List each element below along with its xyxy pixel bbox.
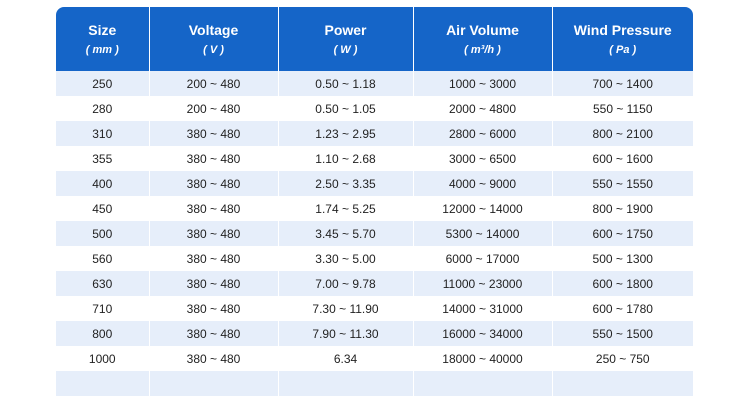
table-row: 630 380 ~ 480 7.00 ~ 9.78 11000 ~ 23000 600 … (56, 271, 693, 296)
power-cell: 0.50 ~ 1.05 (278, 96, 414, 121)
power-cell: 0.50 ~ 1.18 (278, 71, 414, 96)
voltage-cell: 380 ~ 480 (149, 221, 279, 246)
air-volume-cell: 5300 ~ 14000 (413, 221, 553, 246)
voltage-cell: 380 ~ 480 (149, 271, 279, 296)
header-title: Size (88, 22, 117, 38)
table-row: 280 200 ~ 480 0.50 ~ 1.05 2000 ~ 4800 550 ~ … (56, 96, 693, 121)
wind-pressure-cell: 700 ~ 1400 (552, 71, 693, 96)
table-row: 560 380 ~ 480 3.30 ~ 5.00 6000 ~ 17000 500 ~… (56, 246, 693, 271)
power-cell: 1.74 ~ 5.25 (278, 196, 414, 221)
voltage-cell: 380 ~ 480 (149, 346, 279, 371)
table-row: 310 380 ~ 480 1.23 ~ 2.95 2800 ~ 6000 800 ~ … (56, 121, 693, 146)
header-size: Size ( mm ) (56, 7, 150, 71)
size-cell: 500 (56, 221, 150, 246)
table-row-empty (56, 371, 693, 396)
empty-cell (278, 371, 414, 396)
header-row: Size ( mm ) Voltage ( V ) Power ( W ) Ai… (56, 7, 693, 71)
air-volume-cell: 16000 ~ 34000 (413, 321, 553, 346)
header-wind-pressure: Wind Pressure ( Pa ) (552, 7, 693, 71)
voltage-cell: 380 ~ 480 (149, 246, 279, 271)
spec-table: Size ( mm ) Voltage ( V ) Power ( W ) Ai… (56, 7, 693, 396)
header-voltage: Voltage ( V ) (149, 7, 279, 71)
power-cell: 2.50 ~ 3.35 (278, 171, 414, 196)
voltage-cell: 380 ~ 480 (149, 171, 279, 196)
voltage-cell: 380 ~ 480 (149, 296, 279, 321)
size-cell: 250 (56, 71, 150, 96)
header-unit: ( mm ) (85, 44, 119, 56)
header-unit: ( Pa ) (609, 44, 637, 56)
header-power: Power ( W ) (278, 7, 414, 71)
wind-pressure-cell: 600 ~ 1750 (552, 221, 693, 246)
table-header: Size ( mm ) Voltage ( V ) Power ( W ) Ai… (56, 7, 693, 71)
wind-pressure-cell: 800 ~ 2100 (552, 121, 693, 146)
header-unit: ( W ) (333, 44, 358, 56)
size-cell: 800 (56, 321, 150, 346)
wind-pressure-cell: 600 ~ 1800 (552, 271, 693, 296)
power-cell: 6.34 (278, 346, 414, 371)
table-row: 1000 380 ~ 480 6.34 18000 ~ 40000 250 ~ 750 (56, 346, 693, 371)
air-volume-cell: 18000 ~ 40000 (413, 346, 553, 371)
voltage-cell: 380 ~ 480 (149, 321, 279, 346)
table-row: 500 380 ~ 480 3.45 ~ 5.70 5300 ~ 14000 600 ~… (56, 221, 693, 246)
wind-pressure-cell: 600 ~ 1780 (552, 296, 693, 321)
wind-pressure-cell: 800 ~ 1900 (552, 196, 693, 221)
size-cell: 310 (56, 121, 150, 146)
size-cell: 1000 (56, 346, 150, 371)
air-volume-cell: 12000 ~ 14000 (413, 196, 553, 221)
air-volume-cell: 3000 ~ 6500 (413, 146, 553, 171)
size-cell: 450 (56, 196, 150, 221)
size-cell: 630 (56, 271, 150, 296)
empty-cell (56, 371, 150, 396)
size-cell: 400 (56, 171, 150, 196)
table-row: 450 380 ~ 480 1.74 ~ 5.25 12000 ~ 14000 800 … (56, 196, 693, 221)
header-title: Air Volume (446, 22, 519, 38)
voltage-cell: 380 ~ 480 (149, 146, 279, 171)
table-row: 400 380 ~ 480 2.50 ~ 3.35 4000 ~ 9000 550 ~ … (56, 171, 693, 196)
table-row: 800 380 ~ 480 7.90 ~ 11.30 16000 ~ 34000 550… (56, 321, 693, 346)
power-cell: 1.23 ~ 2.95 (278, 121, 414, 146)
air-volume-cell: 6000 ~ 17000 (413, 246, 553, 271)
table-body: 250 200 ~ 480 0.50 ~ 1.18 1000 ~ 3000 700 ~ … (56, 71, 693, 396)
table-row: 250 200 ~ 480 0.50 ~ 1.18 1000 ~ 3000 700 ~ … (56, 71, 693, 96)
air-volume-cell: 1000 ~ 3000 (413, 71, 553, 96)
voltage-cell: 380 ~ 480 (149, 121, 279, 146)
header-title: Wind Pressure (573, 22, 672, 38)
wind-pressure-cell: 250 ~ 750 (552, 346, 693, 371)
header-unit: ( m³/h ) (464, 44, 501, 56)
power-cell: 3.30 ~ 5.00 (278, 246, 414, 271)
air-volume-cell: 2800 ~ 6000 (413, 121, 553, 146)
voltage-cell: 380 ~ 480 (149, 196, 279, 221)
voltage-cell: 200 ~ 480 (149, 96, 279, 121)
spec-table-container: Size ( mm ) Voltage ( V ) Power ( W ) Ai… (56, 7, 693, 396)
size-cell: 280 (56, 96, 150, 121)
air-volume-cell: 11000 ~ 23000 (413, 271, 553, 296)
table-row: 355 380 ~ 480 1.10 ~ 2.68 3000 ~ 6500 600 ~ … (56, 146, 693, 171)
voltage-cell: 200 ~ 480 (149, 71, 279, 96)
header-title: Voltage (188, 22, 239, 38)
power-cell: 7.30 ~ 11.90 (278, 296, 414, 321)
wind-pressure-cell: 550 ~ 1500 (552, 321, 693, 346)
power-cell: 7.00 ~ 9.78 (278, 271, 414, 296)
table-row: 710 380 ~ 480 7.30 ~ 11.90 14000 ~ 31000 600… (56, 296, 693, 321)
header-air-volume: Air Volume ( m³/h ) (413, 7, 553, 71)
air-volume-cell: 4000 ~ 9000 (413, 171, 553, 196)
size-cell: 560 (56, 246, 150, 271)
power-cell: 3.45 ~ 5.70 (278, 221, 414, 246)
wind-pressure-cell: 500 ~ 1300 (552, 246, 693, 271)
wind-pressure-cell: 600 ~ 1600 (552, 146, 693, 171)
header-title: Power (324, 22, 367, 38)
size-cell: 355 (56, 146, 150, 171)
empty-cell (552, 371, 693, 396)
size-cell: 710 (56, 296, 150, 321)
empty-cell (413, 371, 553, 396)
power-cell: 7.90 ~ 11.30 (278, 321, 414, 346)
air-volume-cell: 14000 ~ 31000 (413, 296, 553, 321)
header-unit: ( V ) (203, 44, 224, 56)
power-cell: 1.10 ~ 2.68 (278, 146, 414, 171)
empty-cell (149, 371, 279, 396)
wind-pressure-cell: 550 ~ 1550 (552, 171, 693, 196)
air-volume-cell: 2000 ~ 4800 (413, 96, 553, 121)
wind-pressure-cell: 550 ~ 1150 (552, 96, 693, 121)
